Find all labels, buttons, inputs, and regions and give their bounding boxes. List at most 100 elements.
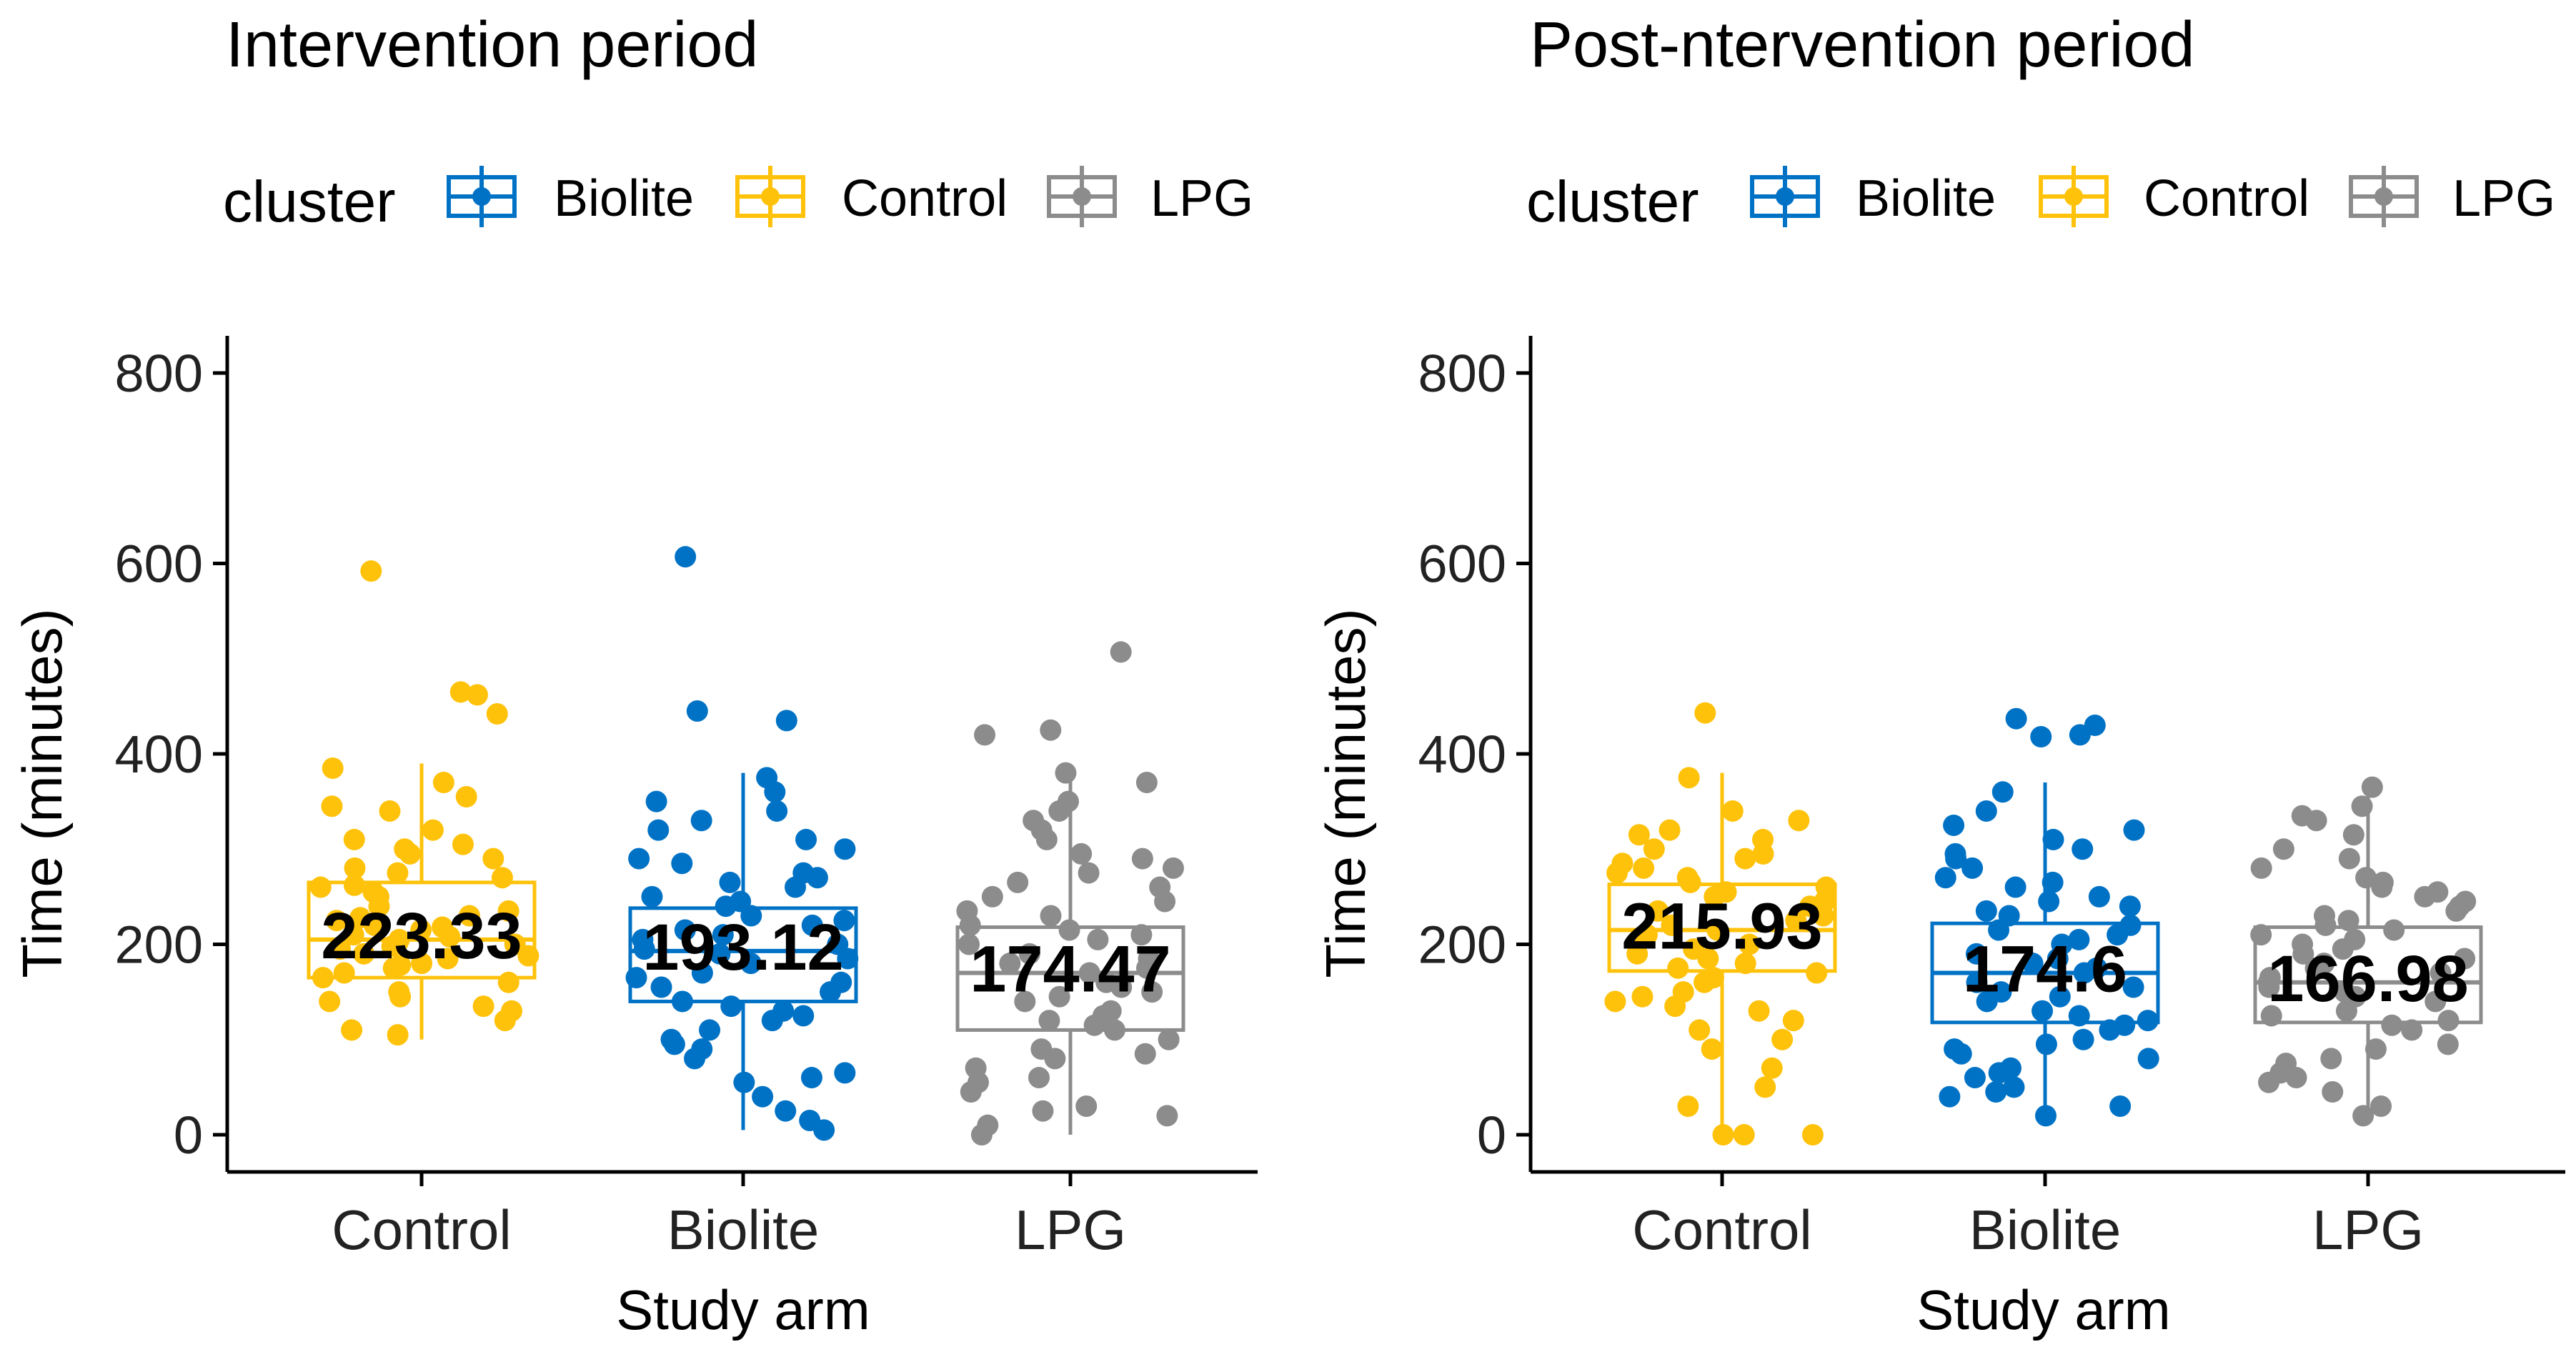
- data-point: [1975, 900, 1997, 922]
- data-point: [341, 1019, 363, 1041]
- data-point: [2351, 795, 2373, 817]
- data-point: [1110, 976, 1133, 998]
- data-point: [1643, 838, 1665, 860]
- data-point: [1058, 919, 1080, 941]
- mean-label: 215.93: [1621, 890, 1822, 963]
- outlier-point: [1040, 719, 1062, 741]
- y-tick-label: 400: [1418, 725, 1506, 784]
- data-point: [432, 916, 454, 938]
- data-point: [766, 800, 788, 822]
- data-point: [1965, 943, 1987, 965]
- outlier-point: [974, 724, 996, 746]
- data-point: [2004, 876, 2027, 898]
- data-point: [834, 1062, 856, 1084]
- data-point: [342, 924, 364, 946]
- legend-key-biolite: [447, 166, 517, 227]
- data-point: [2047, 948, 2069, 970]
- data-point: [1752, 842, 1774, 865]
- data-point: [699, 1019, 721, 1041]
- plot-area: 0 200 400 600 800 Control Biolite LPG 223.33 193.…: [115, 336, 1258, 1261]
- data-point: [422, 819, 444, 841]
- data-point: [1633, 857, 1655, 879]
- box-biolite: 174.6: [1930, 707, 2160, 1127]
- data-point: [2272, 838, 2294, 860]
- data-point: [801, 914, 823, 936]
- data-point: [319, 990, 341, 1013]
- data-point: [663, 1033, 685, 1055]
- data-point: [1939, 1085, 1961, 1108]
- data-point: [1032, 1100, 1054, 1122]
- data-point: [2137, 1048, 2159, 1070]
- data-point: [833, 910, 855, 932]
- data-point: [2370, 1095, 2392, 1118]
- data-point: [837, 948, 859, 970]
- data-point: [1103, 1019, 1125, 1041]
- data-point: [730, 890, 752, 913]
- data-point: [2437, 1033, 2459, 1055]
- data-point: [387, 862, 409, 884]
- box-lpg: 174.47: [955, 641, 1185, 1145]
- data-point: [1647, 900, 1669, 922]
- legend-key-lpg: [2349, 166, 2419, 227]
- y-tick-label: 200: [115, 915, 203, 975]
- data-point: [1785, 910, 1807, 932]
- data-point: [1154, 890, 1176, 913]
- data-point: [1156, 1105, 1178, 1127]
- data-point: [1007, 871, 1029, 893]
- data-point: [1661, 914, 1683, 936]
- data-point: [958, 933, 980, 955]
- data-point: [1130, 924, 1153, 946]
- data-point: [362, 881, 384, 903]
- data-point: [775, 1100, 797, 1122]
- panel-title: Post-ntervention period: [1530, 9, 2195, 81]
- data-point: [1734, 953, 1756, 975]
- data-point: [756, 767, 778, 789]
- data-point: [1040, 905, 1062, 927]
- data-point: [2304, 957, 2327, 979]
- data-point: [1678, 767, 1700, 789]
- data-point: [1030, 819, 1053, 841]
- data-point: [1135, 771, 1158, 793]
- data-point: [1934, 867, 1956, 889]
- y-tick-label: 400: [115, 725, 203, 784]
- data-point: [800, 1067, 822, 1089]
- data-point: [752, 1085, 774, 1108]
- data-point: [2258, 976, 2280, 998]
- outlier-point: [675, 546, 697, 568]
- data-point: [690, 810, 712, 832]
- y-tick-label: 600: [115, 535, 203, 594]
- outlier-point: [466, 684, 488, 706]
- data-point: [1078, 862, 1100, 884]
- data-point: [1943, 814, 1965, 836]
- data-point: [2337, 910, 2359, 932]
- outlier-point: [449, 681, 472, 703]
- data-point: [2381, 1014, 2403, 1036]
- data-point: [410, 919, 432, 941]
- data-point: [772, 1000, 795, 1022]
- legend-label-biolite: Biolite: [554, 170, 694, 227]
- data-point: [2003, 1076, 2025, 1098]
- data-point: [2086, 957, 2108, 979]
- legend-label-control: Control: [2144, 170, 2309, 227]
- data-point: [344, 857, 366, 879]
- outlier-point: [1110, 641, 1132, 663]
- legend-label-lpg: LPG: [2452, 170, 2555, 227]
- data-point: [2119, 914, 2142, 936]
- data-point: [2361, 776, 2383, 798]
- data-point: [1754, 1076, 1776, 1098]
- data-point: [437, 948, 459, 970]
- data-point: [2035, 1033, 2057, 1055]
- data-point: [387, 931, 409, 953]
- data-point: [2454, 948, 2476, 970]
- data-point: [1985, 1081, 2007, 1103]
- data-point: [452, 833, 474, 855]
- data-point: [2291, 805, 2313, 827]
- data-point: [2372, 871, 2394, 893]
- data-point: [1990, 981, 2012, 1003]
- data-point: [650, 976, 672, 998]
- data-point: [2032, 1000, 2054, 1022]
- data-point: [1028, 1067, 1050, 1089]
- data-point: [2137, 1010, 2159, 1032]
- data-point: [1975, 800, 1997, 822]
- data-point: [2068, 1005, 2090, 1027]
